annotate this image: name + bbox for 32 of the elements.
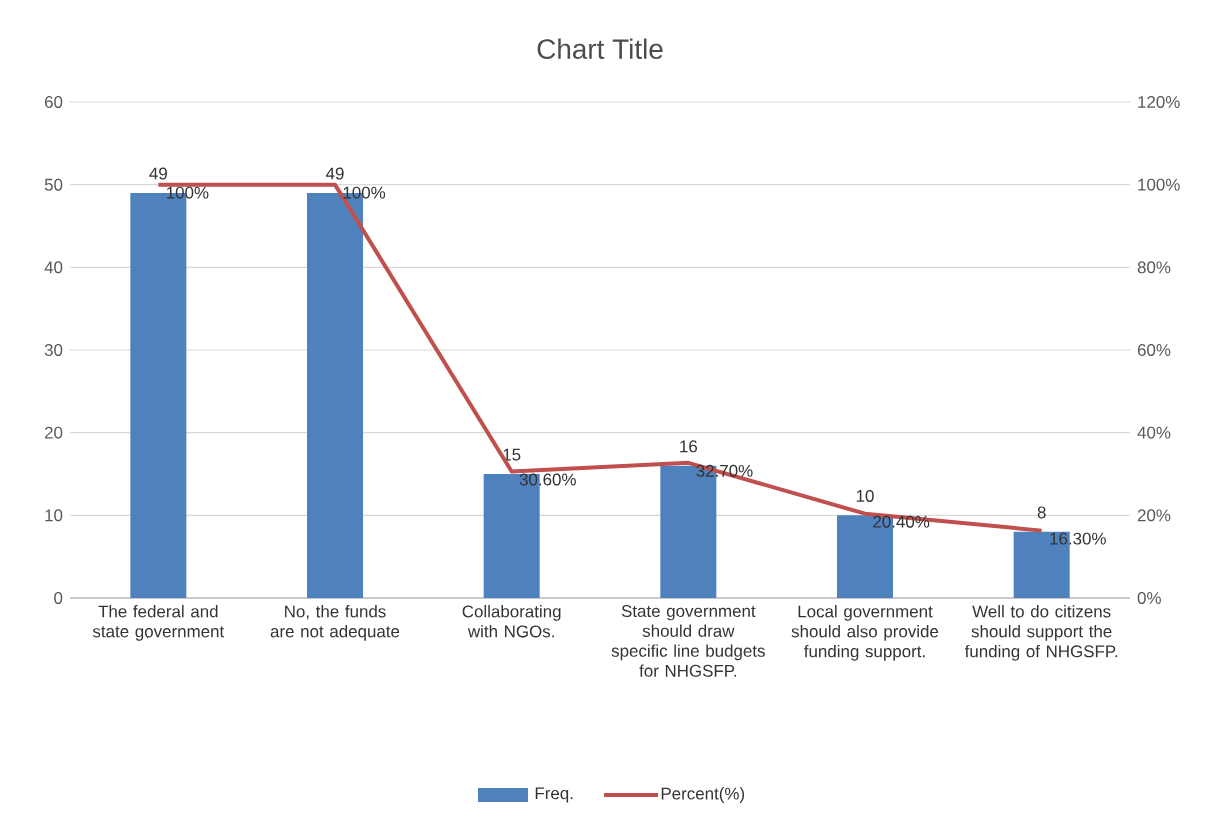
x-tick-label: State government should draw specific line budgets for NHGSFP. [611,605,765,677]
y-tick-label: 50 [44,178,63,191]
x-tick-label: Local government should also provide funding support. [791,605,939,661]
y-tick-label: 60 [45,96,63,108]
legend-label: Freq. [535,787,573,803]
y-tick-label: 10 [45,509,63,522]
y2-tick-label: 120% [1138,96,1180,108]
y2-tick-label: 60% [1137,344,1171,356]
data-label: 10 [856,489,874,502]
y2-tick-label: 0% [1137,592,1161,604]
data-label: 8 [1037,506,1046,519]
y-tick-label: 30 [44,344,63,356]
data-label: 49 [325,167,344,180]
data-label: 32.70% [696,464,753,477]
line-series [156,182,1044,533]
y2-tick-label: 20% [1137,509,1171,522]
y2-tick-label: 80% [1137,261,1171,274]
y-tick-label: 20 [44,426,63,439]
x-tick-label: No, the funds are not adequate [270,605,400,641]
y2-tick-label: 100% [1138,178,1180,191]
x-tick-label: Well to do citizens should support the funding of NHGSFP. [964,605,1118,661]
y-tick-label: 40 [44,261,63,274]
data-label: 49 [149,167,167,180]
x-tick-label: The federal and state government [92,605,225,641]
data-label: 100% [343,186,386,199]
x-tick-label: Collaborating with NGOs. [462,605,561,638]
legend-label: Percent(%) [661,787,745,803]
data-label: 16 [680,440,698,453]
y-tick-label: 0 [54,592,63,604]
chart-title: Chart Title [537,38,663,60]
data-label: 100% [167,186,209,199]
y2-tick-label: 40% [1137,426,1171,439]
